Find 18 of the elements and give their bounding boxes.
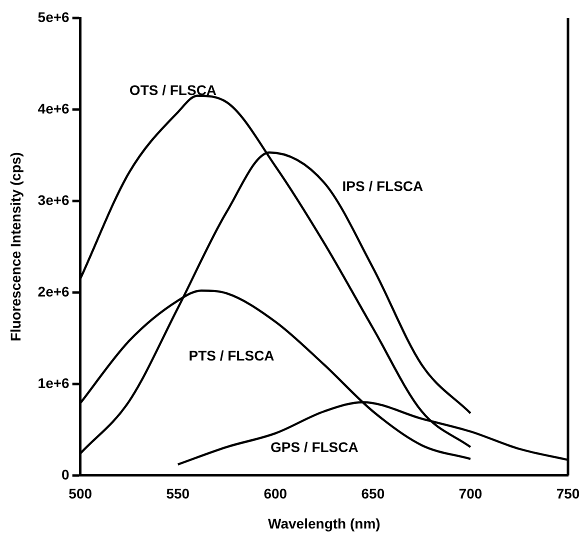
- series-label: GPS / FLSCA: [270, 438, 358, 455]
- y-tick-label: 1e+6: [38, 374, 70, 391]
- y-tick-label: 0: [62, 466, 70, 482]
- y-tick-label: 3e+6: [38, 192, 70, 208]
- y-axis-title: Fluorescence Intensity (cps): [7, 152, 24, 342]
- series-label: OTS / FLSCA: [129, 82, 217, 98]
- x-tick-label: 600: [264, 486, 288, 502]
- x-tick-label: 500: [68, 486, 92, 502]
- y-tick-label: 2e+6: [38, 283, 70, 300]
- x-axis-title: Wavelength (nm): [268, 515, 380, 532]
- x-tick-label: 550: [166, 486, 190, 502]
- series-label: PTS / FLSCA: [188, 347, 274, 364]
- y-tick-label: 4e+6: [38, 100, 70, 116]
- series-label: IPS / FLSCA: [342, 178, 424, 194]
- x-tick-label: 650: [361, 486, 385, 502]
- x-tick-label: 700: [458, 486, 482, 502]
- x-tick-label: 750: [556, 486, 580, 502]
- y-tick-label: 5e+6: [38, 8, 70, 25]
